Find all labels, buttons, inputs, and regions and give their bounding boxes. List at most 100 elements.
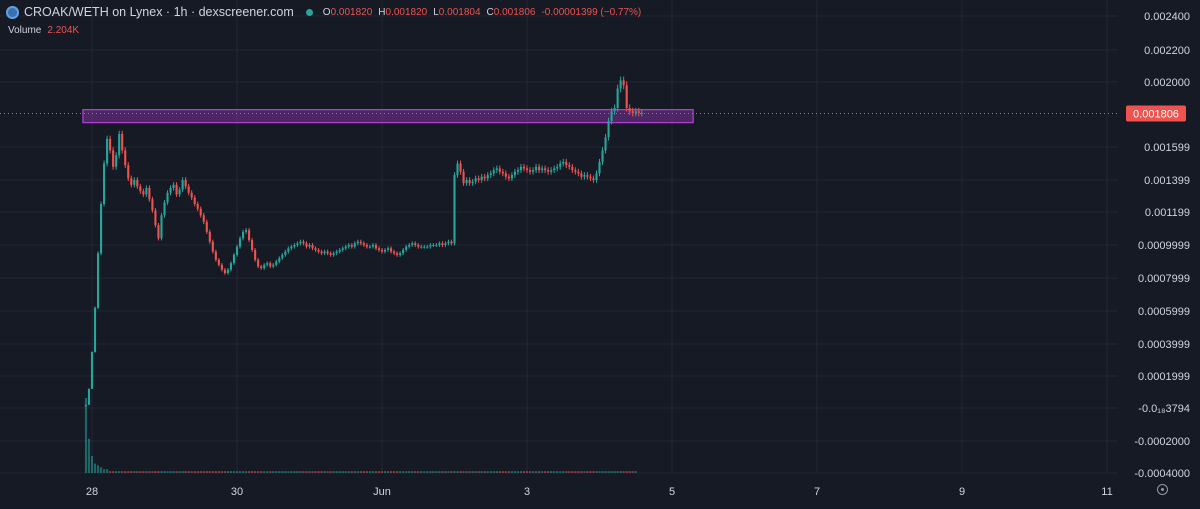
volume-bar	[241, 471, 245, 473]
x-tick-label: 9	[959, 486, 965, 498]
volume-bar	[574, 471, 577, 473]
candle-body	[151, 199, 154, 211]
volume-bar	[341, 471, 344, 473]
volume-bar	[344, 471, 347, 473]
candle-body	[269, 263, 272, 267]
candle-body	[622, 80, 625, 86]
candle-body	[103, 163, 106, 204]
volume-bar	[145, 471, 148, 473]
candle-body	[130, 178, 133, 185]
volume-bar	[115, 471, 118, 473]
candle-body	[235, 246, 239, 255]
candle-body	[577, 171, 580, 174]
volume-bar	[510, 471, 513, 473]
volume-bar	[601, 471, 604, 473]
volume-bar	[613, 471, 616, 473]
current-price-label: 0.001806	[1133, 109, 1179, 121]
y-tick-label: 0.0005999	[1138, 306, 1190, 318]
candle-body	[374, 245, 378, 249]
volume-bar	[305, 471, 308, 473]
volume-bar	[453, 471, 456, 473]
candle-body	[411, 243, 414, 245]
volume-bar	[320, 471, 323, 473]
volume-bar	[181, 471, 184, 473]
volume-bar	[483, 471, 486, 473]
grid-lines	[0, 0, 1118, 474]
y-tick-label: 0.0009999	[1138, 240, 1190, 252]
candle-body	[399, 253, 402, 255]
candle-body	[417, 245, 420, 247]
volume-bar	[166, 471, 169, 473]
candle-body	[302, 241, 305, 244]
volume-bar	[184, 471, 187, 473]
candle-body	[390, 248, 393, 252]
x-tick-label: Jun	[373, 486, 391, 498]
volume-bar	[347, 471, 350, 473]
candle-body	[489, 173, 492, 176]
volume-bar	[610, 471, 613, 473]
candle-body	[559, 163, 562, 167]
volume-bar	[525, 471, 529, 473]
candle-body	[314, 248, 317, 250]
volume-bar	[175, 471, 178, 473]
candle-body	[453, 175, 456, 244]
y-tick-label: -0.0002000	[1134, 436, 1190, 448]
candle-body	[538, 166, 541, 171]
volume-bar	[477, 471, 480, 473]
volume-bar	[127, 471, 130, 473]
candle-body	[616, 88, 619, 108]
candle-body	[507, 176, 510, 179]
volume-bar	[465, 471, 468, 473]
price-axis[interactable]: 0.002400 0.002200 0.002000 0.001599 0.001399…	[1134, 11, 1190, 480]
candle-body	[241, 231, 245, 239]
volume-bar	[405, 471, 408, 473]
candle-body	[341, 248, 344, 250]
volume-bar	[420, 471, 423, 473]
volume-bar	[396, 471, 399, 473]
volume-bar	[103, 469, 106, 473]
candle-body	[178, 189, 181, 195]
candle-body	[254, 249, 257, 260]
volume-bar	[169, 471, 172, 473]
candle-body	[317, 249, 320, 252]
volume-bar	[296, 471, 299, 473]
volume-bar	[160, 471, 163, 473]
volume-bar	[522, 471, 526, 473]
candle-body	[157, 225, 160, 239]
candle-body	[211, 241, 214, 252]
volume-bar	[634, 471, 637, 473]
candle-body	[631, 111, 634, 113]
candle-body	[610, 111, 613, 121]
candle-body	[278, 258, 281, 262]
candle-body	[118, 134, 121, 156]
candle-body	[547, 170, 550, 172]
candle-body	[592, 178, 595, 180]
volume-bar	[359, 471, 362, 473]
volume-bar	[199, 471, 202, 473]
volume-bar	[290, 471, 293, 473]
volume-bar	[232, 471, 236, 473]
chart-settings-icon[interactable]	[1157, 484, 1168, 495]
candle-body	[522, 166, 526, 169]
volume-bar	[417, 471, 420, 473]
candle-body	[296, 243, 299, 245]
candle-body	[245, 230, 248, 232]
volume-bar	[368, 471, 371, 473]
volume-bar	[474, 471, 477, 473]
candle-body	[260, 266, 263, 269]
candle-body	[287, 248, 290, 252]
volume-bar	[586, 471, 589, 473]
candle-body	[465, 180, 468, 184]
volume-bar	[284, 471, 287, 473]
candle-body	[229, 263, 233, 270]
candle-body	[136, 180, 139, 187]
volume-bar	[426, 471, 429, 473]
y-tick-label: -0.0004000	[1134, 468, 1190, 480]
candle-body	[607, 121, 610, 138]
volume-bar	[287, 471, 290, 473]
volume-bar	[353, 471, 356, 473]
volume-bar	[139, 471, 142, 473]
volume-bar	[311, 471, 314, 473]
time-axis[interactable]: 28 30 Jun 3 5 7 9 11	[86, 486, 1113, 498]
